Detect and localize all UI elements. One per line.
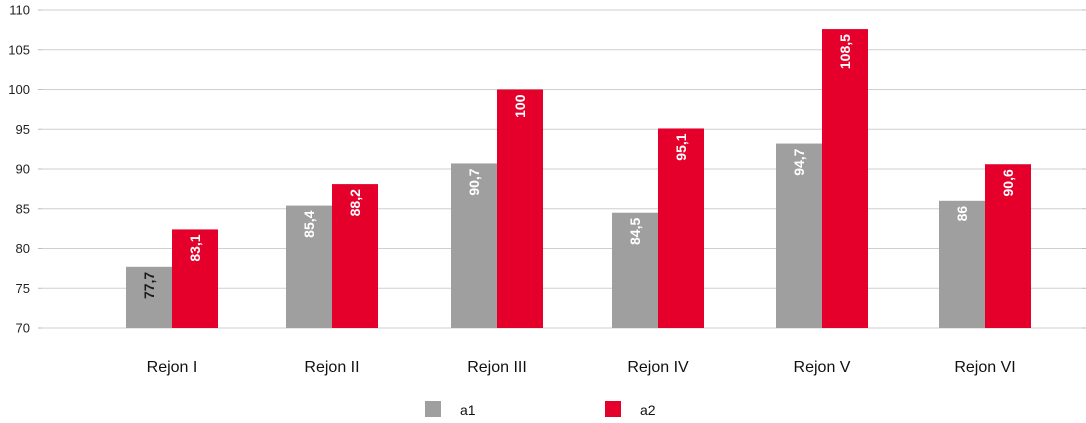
category-label: Rejon V bbox=[794, 359, 851, 376]
data-label-a1: 94,7 bbox=[791, 148, 807, 175]
y-tick-label: 85 bbox=[16, 201, 30, 216]
data-label-a2: 83,1 bbox=[187, 234, 203, 261]
category-labels: Rejon I Rejon II Rejon III Rejon IV Rejon V R… bbox=[147, 359, 1016, 376]
bar-a1 bbox=[612, 212, 658, 328]
y-tick-label: 95 bbox=[16, 122, 30, 137]
bar-a2 bbox=[658, 128, 704, 328]
legend-swatch-a2 bbox=[605, 401, 621, 417]
y-axis-ticks: 70 75 80 85 90 95 100 105 110 bbox=[8, 3, 30, 336]
category-label: Rejon III bbox=[467, 359, 527, 376]
bar-a1 bbox=[776, 143, 822, 328]
y-tick-label: 100 bbox=[8, 82, 30, 97]
bar-a1 bbox=[126, 266, 172, 328]
y-tick-label: 90 bbox=[16, 162, 30, 177]
y-tick-label: 70 bbox=[16, 321, 30, 336]
category-label: Rejon IV bbox=[627, 359, 689, 376]
bar-a1 bbox=[939, 200, 985, 328]
bars bbox=[126, 29, 1031, 329]
bar-a2 bbox=[985, 164, 1031, 328]
data-label-a2: 100 bbox=[512, 94, 528, 118]
bar-a1 bbox=[286, 205, 332, 328]
category-label: Rejon II bbox=[304, 359, 359, 376]
data-label-a1: 90,7 bbox=[466, 168, 482, 195]
data-label-a2: 90,6 bbox=[1000, 169, 1016, 196]
data-labels: 77,7 85,4 90,7 84,5 94,7 86 83,1 88,2 100 95,1 108… bbox=[141, 34, 1016, 299]
y-tick-label: 105 bbox=[8, 42, 30, 57]
category-label: Rejon VI bbox=[954, 359, 1015, 376]
legend: a1 a2 bbox=[425, 401, 656, 418]
data-label-a2: 88,2 bbox=[347, 189, 363, 216]
data-label-a1: 84,5 bbox=[627, 218, 643, 245]
legend-label-a2: a2 bbox=[640, 402, 656, 418]
y-tick-label: 80 bbox=[16, 241, 30, 256]
category-label: Rejon I bbox=[147, 359, 198, 376]
data-label-a1: 86 bbox=[954, 206, 970, 222]
legend-swatch-a1 bbox=[425, 401, 441, 417]
bar-a2 bbox=[332, 184, 378, 328]
bar-a2 bbox=[497, 89, 543, 328]
data-label-a1: 85,4 bbox=[301, 210, 317, 237]
data-label-a1: 77,7 bbox=[141, 272, 157, 299]
data-label-a2: 108,5 bbox=[837, 34, 853, 69]
bar-a1 bbox=[451, 163, 497, 328]
bar-a2 bbox=[172, 229, 218, 328]
y-tick-label: 110 bbox=[9, 3, 30, 18]
y-tick-label: 75 bbox=[16, 281, 30, 296]
legend-label-a1: a1 bbox=[460, 402, 476, 418]
bar-a2 bbox=[822, 29, 868, 329]
data-label-a2: 95,1 bbox=[673, 133, 689, 160]
